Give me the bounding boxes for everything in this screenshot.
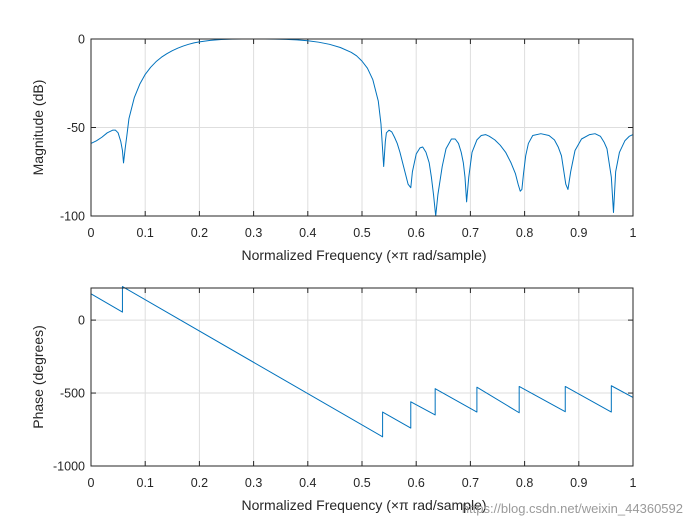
x-tick-label: 0.4 (299, 226, 316, 240)
x-axis-label: Normalized Frequency (×π rad/sample) (241, 247, 486, 263)
x-tick-label: 0 (88, 226, 95, 240)
phase-plot: 0 0.1 0.2 0.3 0.4 0.5 0.6 0.7 0.8 0.9 1 0 -500 -1000 N… (30, 286, 637, 513)
x-tick-label: 0.8 (516, 226, 533, 240)
y-tick-label: -1000 (53, 460, 85, 474)
x-tick-label: 0.9 (570, 226, 587, 240)
x-tick-label: 0.5 (353, 226, 370, 240)
y-tick-label: 0 (78, 33, 85, 47)
x-tick-label: 0.3 (245, 226, 262, 240)
y-tick-label: -100 (60, 210, 85, 224)
series-line (90, 286, 634, 438)
series-line (90, 38, 634, 217)
y-tick-label: 0 (78, 314, 85, 328)
y-tick-label: -50 (67, 121, 85, 135)
x-tick-label: 0.2 (191, 226, 208, 240)
x-tick-label: 0.2 (191, 476, 208, 490)
watermark-text: https://blog.csdn.net/weixin_44360592 (462, 501, 683, 516)
x-tick-label: 0.9 (570, 476, 587, 490)
x-tick-label: 0.7 (462, 226, 479, 240)
x-tick-label: 0.1 (137, 476, 154, 490)
axes-box (90, 287, 634, 467)
x-tick-label: 0.5 (353, 476, 370, 490)
x-tick-label: 1 (630, 476, 637, 490)
x-axis-label: Normalized Frequency (×π rad/sample) (241, 497, 486, 513)
y-tick-label: -500 (60, 387, 85, 401)
x-tick-label: 0.6 (408, 476, 425, 490)
x-tick-label: 0.8 (516, 476, 533, 490)
x-tick-label: 0.4 (299, 476, 316, 490)
x-tick-label: 0 (88, 476, 95, 490)
x-tick-label: 0.6 (408, 226, 425, 240)
x-tick-label: 1 (630, 226, 637, 240)
y-axis-label: Phase (degrees) (30, 325, 46, 429)
axes-box (90, 38, 634, 217)
x-tick-label: 0.7 (462, 476, 479, 490)
x-tick-label: 0.3 (245, 476, 262, 490)
magnitude-plot: 0 0.1 0.2 0.3 0.4 0.5 0.6 0.7 0.8 0.9 1 0 -50 -100 Nor… (30, 33, 637, 264)
y-axis-label: Magnitude (dB) (30, 80, 46, 176)
x-tick-label: 0.1 (137, 226, 154, 240)
